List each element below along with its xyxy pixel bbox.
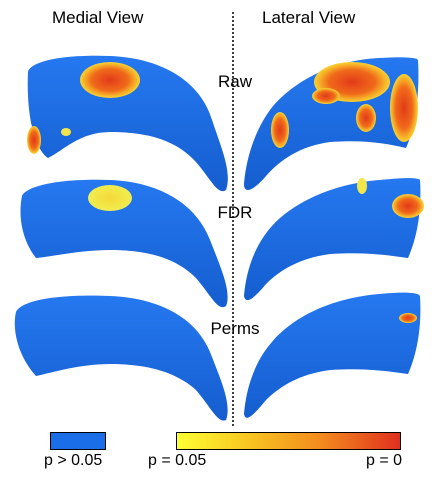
row-label-fdr: FDR: [218, 203, 253, 222]
activation-blob: [356, 104, 376, 132]
activation-blob: [312, 88, 340, 104]
activation-blob: [390, 74, 418, 142]
medial-surface-perms: [14, 295, 228, 421]
activation-blob: [357, 178, 367, 194]
activation-blob: [392, 194, 424, 218]
p-value-colorbar: [176, 432, 401, 450]
lateral-surface-raw: [244, 57, 419, 190]
activation-blob: [80, 62, 140, 98]
activation-blob: [271, 112, 289, 148]
lateral-surface-perms: [244, 292, 421, 418]
activation-blob: [88, 185, 132, 211]
colorbar-high-label: p = 0: [366, 452, 403, 469]
activation-blob: [61, 128, 71, 136]
medial-surface-fdr: [20, 179, 228, 308]
row-label-perms: Perms: [210, 319, 259, 338]
activation-blob: [399, 313, 417, 323]
medial-surface-raw: [27, 55, 228, 192]
row-label-raw: Raw: [218, 72, 253, 91]
lateral-surface-fdr: [244, 178, 424, 301]
lateral-view-header: Lateral View: [262, 8, 356, 27]
not-significant-swatch: [50, 432, 106, 450]
not-significant-label: p > 0.05: [44, 452, 103, 469]
medial-view-header: Medial View: [52, 8, 144, 27]
colorbar-low-label: p = 0.05: [148, 452, 207, 469]
activation-blob: [27, 126, 41, 154]
